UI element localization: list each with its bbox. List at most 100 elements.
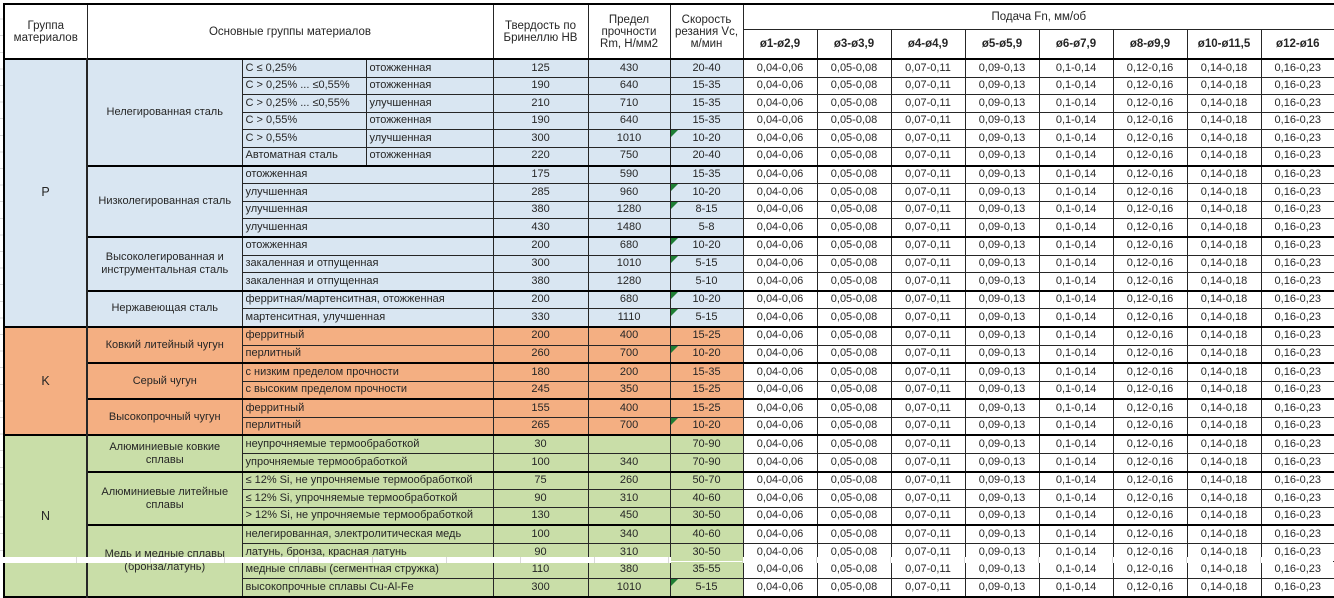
feed-cell: 0,04-0,06	[742, 289, 818, 310]
table-row: P Нелегированная сталь C ≤ 0,25% отожженная…	[3, 57, 1334, 328]
feed-cell: 0,04-0,06	[742, 453, 818, 473]
material-subgroup-cell: Высоколегированная и инструментальная ст…	[86, 235, 243, 292]
material-state-cell: отожженная	[365, 111, 494, 131]
feed-cell: 0,1-0,14	[1038, 578, 1114, 598]
feed-cell: 0,1-0,14	[1038, 164, 1114, 185]
feed-cell: 0,1-0,14	[1038, 235, 1114, 256]
feed-cell: 0,05-0,08	[816, 380, 892, 400]
vc-cell: 40-60	[669, 524, 744, 545]
table-row: упрочняемые термообработкой 100 340 70-90 0,…	[4, 453, 1334, 473]
vc-cell: 5-10	[669, 272, 744, 292]
vc-cell-with-comment-marker-icon: 5-15	[669, 308, 744, 328]
feed-cell: 0,05-0,08	[816, 235, 892, 256]
feed-cell: 0,14-0,18	[1186, 543, 1262, 562]
feed-cell: 0,07-0,11	[890, 380, 966, 400]
feed-cell: 0,07-0,11	[890, 183, 966, 202]
feed-cell: 0,14-0,18	[1186, 470, 1262, 491]
feed-cell: 0,09-0,13	[964, 308, 1040, 328]
feed-cell: 0,14-0,18	[1186, 506, 1262, 526]
feed-cell: 0,05-0,08	[816, 129, 892, 148]
feed-cell: 0,14-0,18	[1186, 434, 1262, 455]
vc-cell: 30-50	[669, 506, 744, 526]
feed-cell: 0,16-0,23	[1260, 57, 1334, 78]
rm-cell: 1010	[587, 129, 671, 148]
feed-cell: 0,14-0,18	[1186, 272, 1262, 292]
feed-cell: 0,04-0,06	[742, 470, 818, 491]
hb-cell: 90	[492, 489, 589, 508]
vc-cell: 15-35	[669, 362, 744, 382]
material-detail-cell: мартенситная, улучшенная	[241, 308, 494, 328]
material-detail-cell: перлитный	[241, 416, 494, 436]
rm-cell: 1010	[587, 254, 671, 274]
table-row: C > 0,55% улучшенная 300 1010 10-20 0,04-0,06…	[4, 129, 1334, 148]
group-letter-cell: P	[3, 58, 88, 328]
feed-cell: 0,16-0,23	[1260, 235, 1334, 256]
rm-cell: 750	[587, 146, 671, 167]
feed-cell: 0,07-0,11	[890, 470, 966, 491]
feed-cell: 0,05-0,08	[816, 560, 892, 580]
feed-cell: 0,12-0,16	[1112, 129, 1188, 148]
feed-cell: 0,1-0,14	[1038, 362, 1114, 382]
feed-cell: 0,16-0,23	[1260, 506, 1334, 526]
feed-cell: 0,1-0,14	[1038, 129, 1114, 148]
feed-cell: 0,07-0,11	[890, 235, 966, 256]
feed-cell: 0,16-0,23	[1260, 200, 1334, 220]
table-row: Медь и медные сплавы (бронза/латунь) неле…	[4, 524, 1334, 598]
feed-cell: 0,1-0,14	[1038, 434, 1114, 455]
feed-cell: 0,04-0,06	[742, 398, 818, 418]
feed-cell: 0,1-0,14	[1038, 506, 1114, 526]
vc-cell: 15-25	[669, 398, 744, 418]
feed-cell: 0,12-0,16	[1112, 506, 1188, 526]
feed-cell: 0,07-0,11	[890, 524, 966, 545]
feed-cell: 0,16-0,23	[1260, 416, 1334, 436]
feed-cell: 0,07-0,11	[890, 416, 966, 436]
material-detail-cell: закаленная и отпущенная	[241, 254, 494, 274]
material-detail-cell: закаленная и отпущенная	[241, 272, 494, 292]
feed-cell: 0,12-0,16	[1112, 57, 1188, 78]
vc-cell-with-comment-marker-icon: 5-15	[669, 578, 744, 598]
feed-cell: 0,16-0,23	[1260, 362, 1334, 382]
feed-cell: 0,1-0,14	[1038, 76, 1114, 96]
feed-cell: 0,16-0,23	[1260, 325, 1334, 346]
feed-cell: 0,14-0,18	[1186, 416, 1262, 436]
vc-cell: 70-90	[669, 434, 744, 455]
feed-cell: 0,04-0,06	[742, 380, 818, 400]
feed-cell: 0,07-0,11	[890, 325, 966, 346]
material-detail-cell: упрочняемые термообработкой	[241, 453, 494, 473]
feed-cell: 0,09-0,13	[964, 380, 1040, 400]
feed-cell: 0,14-0,18	[1186, 129, 1262, 148]
feed-cell: 0,14-0,18	[1186, 325, 1262, 346]
feed-cell: 0,12-0,16	[1112, 453, 1188, 473]
material-state-cell: улучшенная	[365, 94, 494, 113]
feed-cell: 0,1-0,14	[1038, 543, 1114, 562]
rm-cell: 400	[587, 325, 671, 346]
feed-cell: 0,16-0,23	[1260, 470, 1334, 491]
material-detail-cell: с высоким пределом прочности	[241, 380, 494, 400]
material-detail-cell: C > 0,55%	[241, 111, 367, 131]
feed-cell: 0,04-0,06	[742, 416, 818, 436]
material-detail-cell: латунь, бронза, красная латунь	[241, 543, 494, 562]
feed-cell: 0,09-0,13	[964, 470, 1040, 491]
feed-cell: 0,04-0,06	[742, 111, 818, 131]
rm-cell: 1280	[587, 272, 671, 292]
feed-cell: 0,09-0,13	[964, 578, 1040, 598]
material-detail-cell: высокопрочные сплавы Cu-Al-Fe	[241, 578, 494, 598]
vc-cell: 15-35	[669, 164, 744, 185]
feed-cell: 0,16-0,23	[1260, 453, 1334, 473]
feed-cell: 0,09-0,13	[964, 183, 1040, 202]
feed-cell: 0,14-0,18	[1186, 398, 1262, 418]
table-row: Высоколегированная и инструментальная ст…	[4, 235, 1334, 292]
feed-cell: 0,14-0,18	[1186, 183, 1262, 202]
feed-cell: 0,05-0,08	[816, 57, 892, 78]
feed-cell: 0,1-0,14	[1038, 560, 1114, 580]
table-row: с высоким пределом прочности 245 350 15-25 0…	[4, 380, 1334, 400]
rm-cell: 640	[587, 111, 671, 131]
material-state-cell: отожженная	[365, 146, 494, 167]
hb-cell: 100	[492, 453, 589, 473]
feed-cell: 0,05-0,08	[816, 506, 892, 526]
feed-cell: 0,12-0,16	[1112, 218, 1188, 238]
vc-cell: 20-40	[669, 57, 744, 78]
feed-cell: 0,16-0,23	[1260, 146, 1334, 167]
feed-cell: 0,16-0,23	[1260, 183, 1334, 202]
feed-cell: 0,07-0,11	[890, 164, 966, 185]
